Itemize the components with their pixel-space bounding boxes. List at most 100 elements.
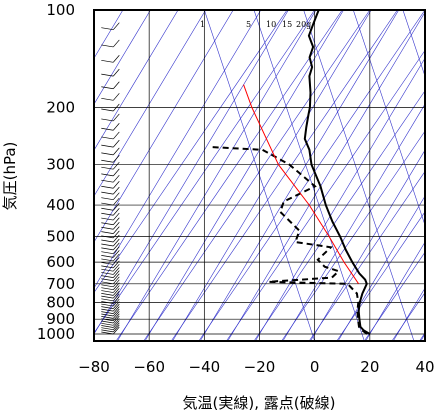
isotherm-line [282,103,425,341]
wind-barb [113,203,120,211]
y-tick-label: 200 [46,99,75,117]
x-tick-label: −80 [78,358,110,376]
isotherm-line [94,10,234,243]
wind-barb-flag [101,118,114,122]
wind-barb [113,320,120,328]
adiabat-line [281,130,425,341]
wind-barb [113,168,120,177]
isotherm-line [94,10,206,197]
wind-barb [113,260,120,269]
y-tick-label: 300 [46,156,75,174]
plot-frame [93,9,426,342]
wind-barb [113,212,120,221]
wind-barb [113,147,120,156]
wind-barb [113,154,120,163]
wind-barb [113,217,120,225]
adiabat-line [143,10,371,341]
adiabat-line [94,10,315,334]
isotherm-line [94,10,179,151]
wind-barb [113,246,120,254]
wind-barb-flag [101,166,114,170]
background-guide-lines [94,10,425,341]
wind-barb [113,324,120,333]
wind-barb-flag [101,325,114,328]
wind-barb [113,315,120,324]
wind-barb [113,192,120,200]
wind-barb-flag [101,329,114,333]
mixing-ratio-label: 20g [296,20,311,29]
mixing-ratio-label: 15 [282,20,292,29]
adiabat-line [115,10,343,341]
wind-barb-flag [101,327,114,331]
wind-barb [113,39,120,48]
wind-barb [113,161,120,170]
wind-barb-flag [101,293,114,296]
wind-barb [113,81,120,89]
wind-barb-flag [101,251,114,255]
wind-barb [113,282,120,290]
isotherm-line [94,10,151,105]
wind-barb-flag [101,235,114,239]
wind-barb [113,285,120,293]
wind-barbs [101,22,120,335]
wind-barb [113,322,120,330]
mixing-ratio-label: 1 [200,20,205,29]
mixing-ratio-label: 10 [266,20,276,29]
adiabat-line [226,49,425,341]
wind-barb-flag [101,222,114,226]
mixing-ratio-line [402,10,425,78]
x-tick-label: −60 [133,358,165,376]
adiabat-line [308,170,425,341]
wind-barb [113,250,120,258]
mixing-ratio-line [352,10,425,227]
wind-barb [113,174,120,183]
wind-barb-flag [101,127,114,131]
wind-barb [113,253,120,262]
wind-barb-flag [101,159,114,163]
wind-barb [113,318,120,326]
isotherm-line [94,10,262,289]
isotherm-line [172,10,372,341]
isotherm-line [393,287,425,341]
adiabat-line [419,332,425,341]
gridlines [93,9,426,341]
wind-barb-flag [101,108,114,112]
wind-barb [113,139,120,148]
wind-barb-flag [101,320,114,324]
wind-barb [113,103,120,112]
dewpoint-line [211,146,368,335]
adiabat-line [364,251,425,341]
wind-barb [113,197,120,206]
mixing-ratio-labels: 1 5 10 15 20g [200,20,311,29]
wind-barb [113,186,120,195]
wind-barb-flag [101,86,114,90]
wind-barb-flag [101,278,114,282]
wind-barb-flag [101,287,114,291]
y-tick-label: 100 [46,1,75,19]
wind-barb-flag [101,318,114,322]
wind-barb [113,226,120,234]
wind-barb-flag [101,272,114,275]
wind-barb [113,242,120,251]
wind-barb [113,222,120,230]
wind-barb-flag [101,247,114,251]
adiabat-line [253,90,425,341]
wind-barb [113,303,120,312]
wind-barb-flag [101,239,114,243]
x-tick-label: 20 [360,358,379,376]
wind-barb [113,181,120,189]
wind-barb-flag [101,265,114,269]
wind-barb [113,270,120,278]
wind-barb-flag [101,268,114,272]
wind-barb [113,308,120,317]
wind-barb-flag [101,226,114,230]
wind-barb [113,113,120,122]
wind-barb [113,234,120,243]
wind-barb [113,279,120,288]
wind-barb-flag [101,144,114,148]
wind-barb [113,313,120,321]
wind-barb-flag [101,231,114,234]
wind-barb [113,267,120,275]
